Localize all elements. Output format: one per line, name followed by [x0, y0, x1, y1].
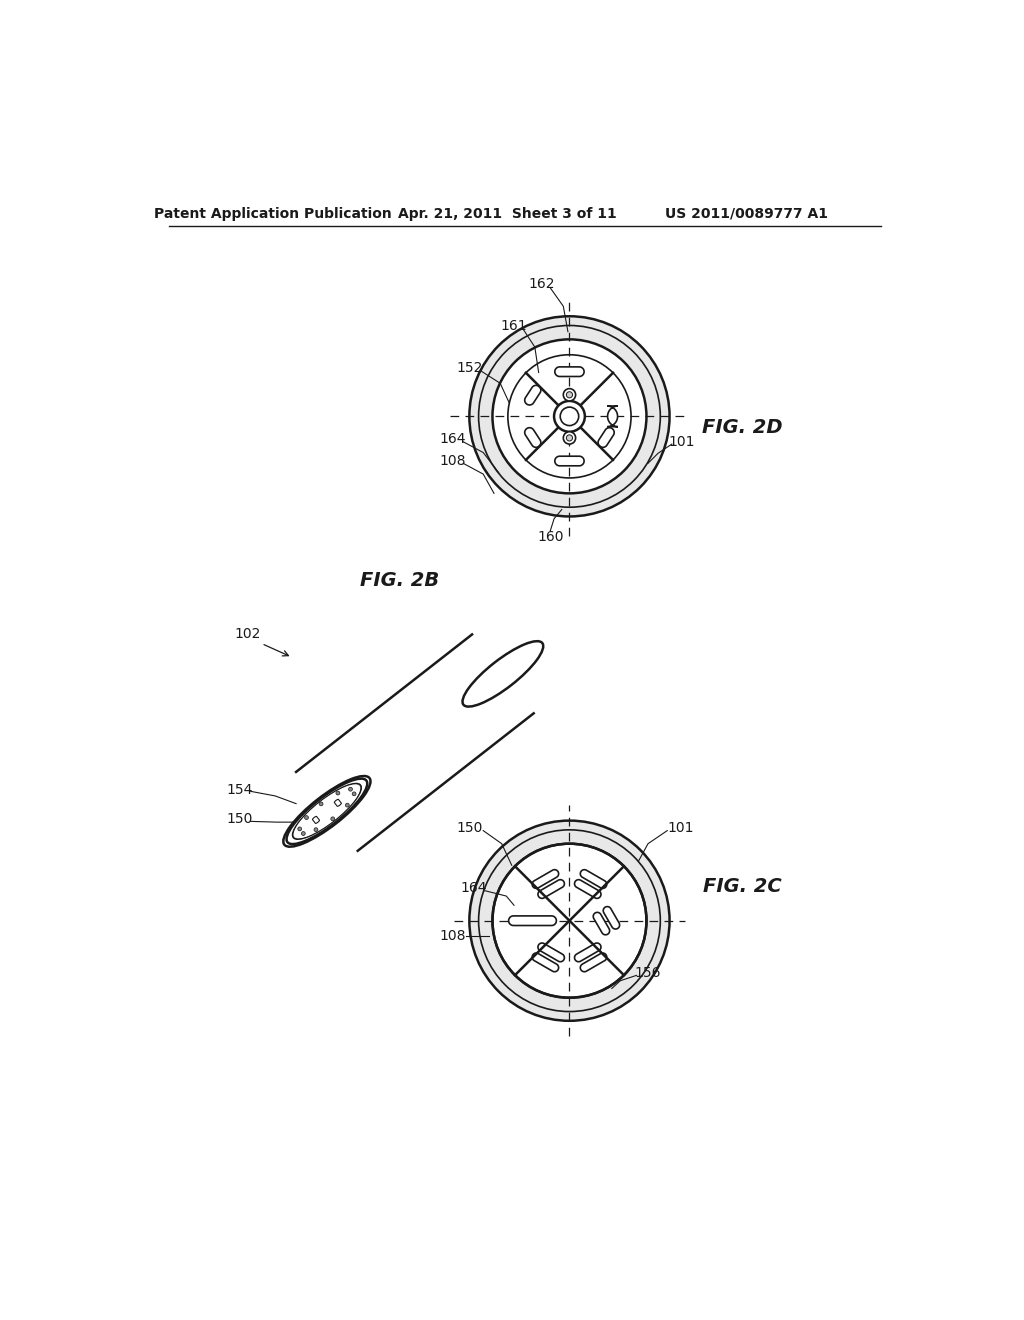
Text: 164: 164 — [460, 882, 486, 895]
Circle shape — [336, 791, 340, 795]
Circle shape — [298, 826, 302, 830]
Text: 156: 156 — [635, 966, 662, 979]
Ellipse shape — [287, 779, 368, 843]
Polygon shape — [532, 953, 559, 972]
Circle shape — [493, 843, 646, 998]
Polygon shape — [555, 367, 584, 376]
Circle shape — [345, 804, 349, 807]
Polygon shape — [312, 816, 319, 824]
Circle shape — [566, 392, 572, 397]
Text: 108: 108 — [439, 454, 466, 469]
Circle shape — [563, 388, 575, 401]
Text: 160: 160 — [537, 531, 563, 544]
Polygon shape — [509, 916, 556, 925]
Ellipse shape — [284, 776, 371, 846]
Polygon shape — [334, 800, 341, 807]
Circle shape — [560, 407, 579, 425]
Polygon shape — [598, 428, 614, 447]
Circle shape — [554, 401, 585, 432]
Circle shape — [314, 828, 317, 832]
Polygon shape — [524, 385, 541, 405]
Circle shape — [352, 792, 356, 796]
Polygon shape — [581, 870, 607, 888]
Polygon shape — [574, 942, 601, 962]
Ellipse shape — [294, 784, 360, 838]
Ellipse shape — [293, 784, 361, 840]
Circle shape — [563, 432, 575, 444]
Circle shape — [301, 832, 305, 836]
Circle shape — [319, 803, 323, 805]
Circle shape — [304, 816, 308, 820]
Text: Patent Application Publication: Patent Application Publication — [155, 207, 392, 220]
Text: 102: 102 — [234, 627, 261, 642]
Circle shape — [469, 317, 670, 516]
Text: FIG. 2D: FIG. 2D — [702, 418, 783, 437]
Text: 150: 150 — [226, 812, 253, 826]
Text: 101: 101 — [669, 434, 695, 449]
Text: 162: 162 — [528, 277, 555, 290]
Circle shape — [331, 817, 335, 821]
Text: 108: 108 — [439, 929, 466, 942]
Polygon shape — [296, 635, 534, 851]
Circle shape — [469, 821, 670, 1020]
Text: 101: 101 — [667, 821, 693, 836]
Ellipse shape — [463, 642, 544, 706]
Text: 152: 152 — [456, 360, 482, 375]
Polygon shape — [532, 870, 559, 888]
Text: 154: 154 — [226, 783, 253, 797]
Text: Apr. 21, 2011  Sheet 3 of 11: Apr. 21, 2011 Sheet 3 of 11 — [398, 207, 617, 220]
Polygon shape — [538, 879, 564, 899]
Polygon shape — [603, 907, 620, 929]
Circle shape — [493, 339, 646, 494]
Text: 150: 150 — [456, 821, 482, 836]
Text: US 2011/0089777 A1: US 2011/0089777 A1 — [665, 207, 828, 220]
Polygon shape — [524, 428, 541, 447]
Polygon shape — [607, 407, 617, 426]
Text: 161: 161 — [501, 319, 527, 333]
Polygon shape — [574, 879, 601, 899]
Circle shape — [348, 787, 352, 791]
Text: FIG. 2B: FIG. 2B — [360, 570, 439, 590]
Polygon shape — [593, 912, 609, 935]
Circle shape — [566, 434, 572, 441]
Text: 164: 164 — [439, 433, 466, 446]
Polygon shape — [555, 457, 584, 466]
Polygon shape — [538, 942, 564, 962]
Text: FIG. 2C: FIG. 2C — [703, 876, 782, 895]
Polygon shape — [581, 953, 607, 972]
